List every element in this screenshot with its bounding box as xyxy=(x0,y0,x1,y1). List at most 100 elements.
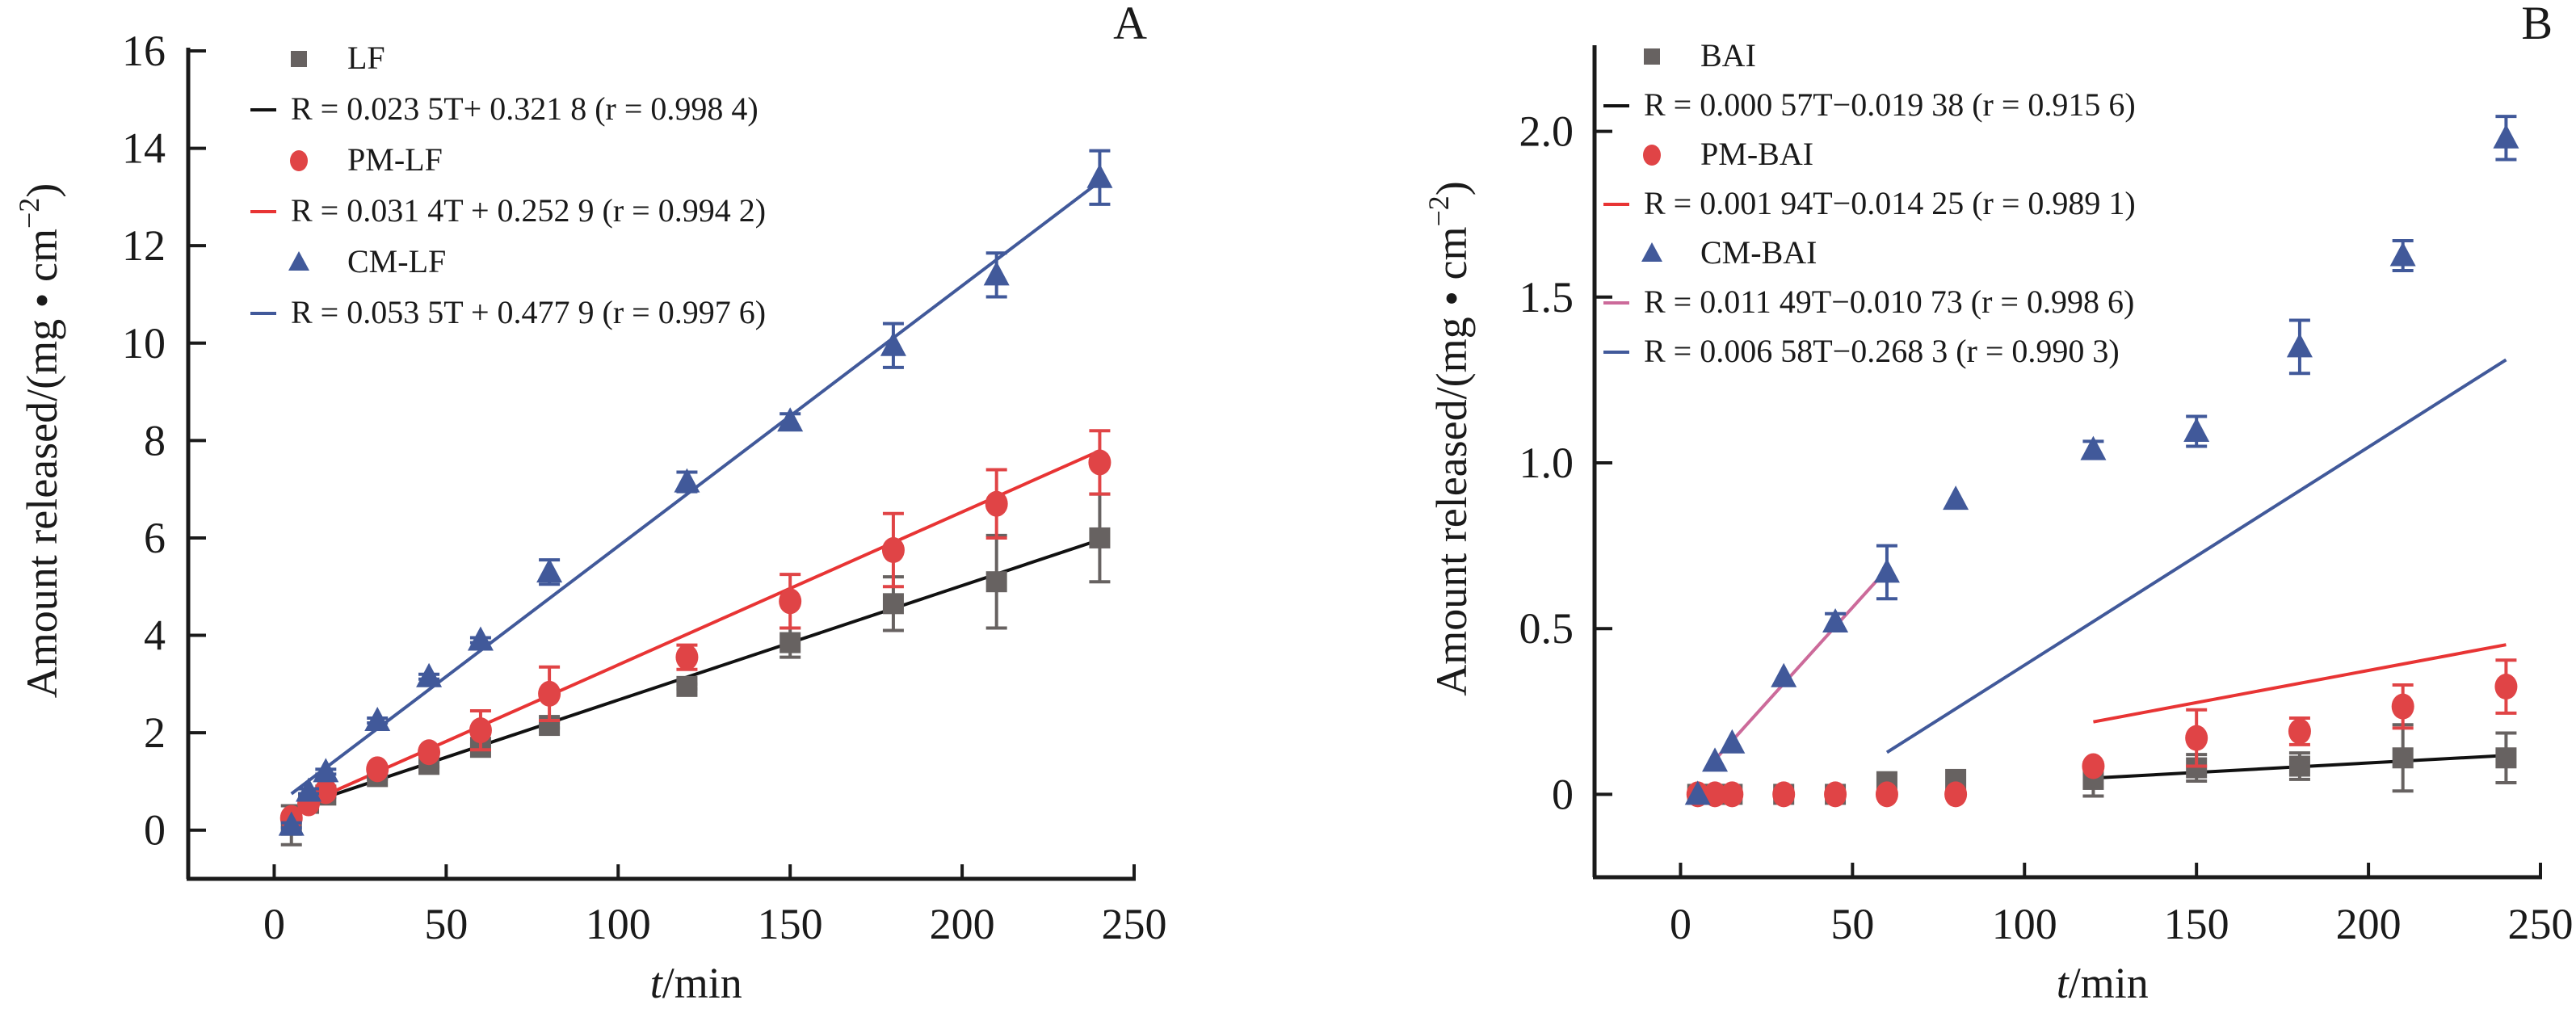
legend-label: CM-BAI xyxy=(1700,234,1817,271)
data-point xyxy=(780,632,801,653)
data-point xyxy=(1719,729,1746,754)
x-tick-label: 50 xyxy=(1830,900,1874,948)
data-point xyxy=(2082,753,2105,779)
data-point xyxy=(366,756,389,783)
data-point xyxy=(278,811,305,836)
x-tick-label: 150 xyxy=(2164,900,2229,948)
legend-marker-circle xyxy=(290,150,308,171)
legend-equation: R = 0.031 4T + 0.252 9 (r = 0.994 2) xyxy=(291,192,766,229)
panel-b: 0 50 100 150 200 250 0 0.5 1.0 1.5 2.0 t/min Amount … xyxy=(1422,0,2574,1007)
panel-label: B xyxy=(2521,0,2553,49)
fit-line xyxy=(2093,643,2507,724)
data-point xyxy=(1875,781,1898,808)
data-point xyxy=(2080,435,2107,460)
legend-marker-square xyxy=(291,51,307,67)
data-point xyxy=(1684,780,1711,805)
x-tick-label: 200 xyxy=(2336,900,2402,948)
data-point xyxy=(882,593,904,615)
x-axis-title: t/min xyxy=(650,959,742,1007)
y-tick-label: 1.0 xyxy=(1519,439,1574,487)
legend-equation: R = 0.006 58T−0.268 3 (r = 0.990 3) xyxy=(1644,333,2120,369)
y-tick-label: 16 xyxy=(122,27,166,75)
x-tick-label: 100 xyxy=(1992,900,2057,948)
data-point xyxy=(313,758,339,783)
data-point xyxy=(364,707,391,732)
data-point xyxy=(314,778,338,805)
x-tick-label: 50 xyxy=(424,900,468,948)
legend: LF R = 0.023 5T+ 0.321 8 (r = 0.998 4) PM-… xyxy=(250,40,766,330)
legend-equation: R = 0.011 49T−0.010 73 (r = 0.998 6) xyxy=(1644,284,2134,320)
series-cm-lf xyxy=(278,149,1113,836)
data-point xyxy=(779,588,802,615)
legend-label: LF xyxy=(347,40,385,76)
data-point xyxy=(1824,781,1847,808)
series-cm-bai xyxy=(1684,115,2519,805)
y-tick-label: 1.5 xyxy=(1519,273,1574,321)
y-axis-title: Amount released/(mg • cm−2) xyxy=(13,183,66,699)
data-point xyxy=(881,537,905,564)
data-point xyxy=(296,777,322,802)
data-point xyxy=(985,571,1007,593)
data-point xyxy=(2185,725,2208,751)
legend-equation: R = 0.053 5T + 0.477 9 (r = 0.997 6) xyxy=(291,294,766,330)
data-point xyxy=(675,644,699,670)
data-point xyxy=(2495,747,2517,769)
data-point xyxy=(2183,418,2210,443)
legend-label: BAI xyxy=(1700,37,1756,74)
data-point xyxy=(2288,755,2310,777)
data-point xyxy=(2493,124,2519,149)
y-axis-title: Amount released/(mg • cm−2) xyxy=(1422,181,1476,696)
y-tick-label: 0 xyxy=(144,806,166,855)
data-point xyxy=(538,680,561,707)
data-point xyxy=(536,558,563,583)
legend-marker-triangle xyxy=(288,251,309,271)
data-point xyxy=(1704,781,1727,808)
data-point xyxy=(1944,781,1968,808)
data-point xyxy=(2392,747,2414,769)
data-point xyxy=(1088,449,1112,476)
data-point xyxy=(777,407,804,432)
series-pm-lf xyxy=(279,429,1112,831)
y-tick-label: 0.5 xyxy=(1519,604,1574,653)
data-point xyxy=(1086,163,1113,188)
series-pm-bai xyxy=(1686,658,2518,808)
data-point xyxy=(1702,747,1729,772)
x-tick-label: 250 xyxy=(1102,900,1167,948)
x-axis-title: t/min xyxy=(2057,959,2149,1007)
legend: BAI R = 0.000 57T−0.019 38 (r = 0.915 6) P… xyxy=(1603,37,2136,369)
y-tick-label: 4 xyxy=(144,611,166,660)
data-point xyxy=(1943,485,1969,510)
data-point xyxy=(416,662,443,687)
fit-line xyxy=(291,538,1101,811)
x-tick-label: 0 xyxy=(1670,900,1691,948)
data-point xyxy=(1772,781,1796,808)
legend-marker-triangle xyxy=(1641,242,1662,262)
y-tick-label: 2.0 xyxy=(1519,107,1574,156)
data-point xyxy=(2286,333,2313,358)
data-point xyxy=(2389,242,2416,267)
x-tick-label: 150 xyxy=(758,900,823,948)
y-tick-label: 2 xyxy=(144,708,166,757)
y-tick-label: 6 xyxy=(144,514,166,562)
x-tick-label: 100 xyxy=(586,900,651,948)
legend-label: CM-LF xyxy=(347,243,446,279)
fit-line xyxy=(1885,358,2507,754)
y-tick-label: 14 xyxy=(122,124,166,173)
fit-line xyxy=(1713,568,1889,761)
data-point xyxy=(880,331,906,356)
x-tick-label: 0 xyxy=(263,900,285,948)
legend-marker-square xyxy=(1644,48,1660,65)
data-point xyxy=(985,490,1008,517)
y-tick-label: 0 xyxy=(1552,770,1574,818)
data-point xyxy=(467,626,494,651)
fit-line xyxy=(290,449,1101,812)
data-point xyxy=(1089,527,1111,548)
data-point xyxy=(676,675,698,697)
y-tick-label: 12 xyxy=(122,221,166,270)
panel-a: 0 50 100 150 200 250 0 2 4 6 8 10 12 14 16 t/min Amount … xyxy=(13,0,1167,1007)
data-point xyxy=(1721,781,1744,808)
data-point xyxy=(983,261,1010,286)
data-point xyxy=(674,468,700,493)
data-point xyxy=(2494,674,2518,700)
